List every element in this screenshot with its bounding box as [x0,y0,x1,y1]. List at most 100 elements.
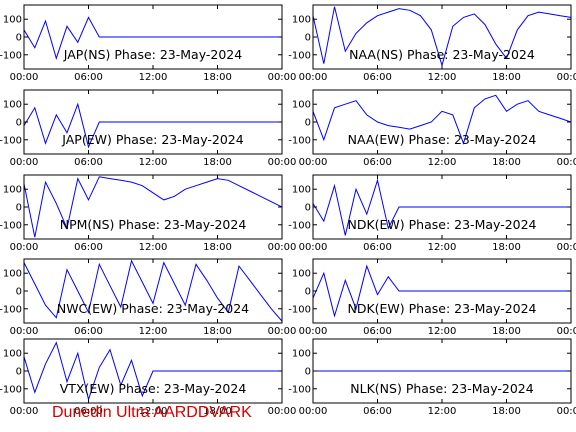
x-tick-label: 06:00 [363,326,392,337]
y-tick-label: 100 [292,269,311,280]
series-line [24,16,282,60]
panel-title: NDK(EW) Phase: 23-May-2024 [347,217,536,232]
series-line [313,94,571,145]
x-tick-label: 18:00 [203,406,232,417]
x-tick-label: 18:00 [492,157,521,168]
panel-title: NLK(NS) Phase: 23-May-2024 [350,381,533,396]
y-tick-label: -100 [288,384,311,395]
series-line [24,259,282,322]
y-tick-label: -100 [0,220,22,231]
y-tick-label: -100 [0,135,22,146]
y-tick-label: -100 [288,50,311,61]
series-line [24,176,282,238]
y-tick-label: 100 [292,15,311,26]
x-tick-label: 12:00 [139,242,168,253]
x-tick-label: 06:00 [74,157,103,168]
chart-panel: 00:00 06:00 12:00 18:00 00:00 100 0 -100 NPM(NS)… [0,174,296,253]
y-tick-label: -100 [0,304,22,315]
y-tick-label: -100 [0,50,22,61]
y-tick-label: -100 [288,220,311,231]
series-line [24,102,282,149]
x-tick-label: 18:00 [492,326,521,337]
panel-title: NAA(EW) Phase: 23-May-2024 [348,132,537,147]
x-tick-label: 12:00 [139,157,168,168]
x-tick-label: 00:00 [299,406,328,417]
x-tick-label: 00:00 [557,242,576,253]
x-tick-label: 06:00 [74,72,103,83]
x-tick-label: 18:00 [492,242,521,253]
x-tick-label: 18:00 [492,72,521,83]
panel-title: VTX(EW) Phase: 23-May-2024 [60,381,247,396]
x-tick-label: 00:00 [299,326,328,337]
y-tick-label: -100 [0,384,22,395]
chart-panel: 00:00 06:00 12:00 18:00 00:00 100 0 -100 VTX(EW)… [0,338,297,417]
x-tick-label: 12:00 [139,326,168,337]
x-tick-label: 18:00 [203,72,232,83]
y-tick-label: -100 [288,135,311,146]
x-tick-label: 00:00 [299,157,328,168]
chart-panel: 00:00 06:00 12:00 18:00 00:00 100 0 -100 NDK(EW)… [288,258,576,337]
x-tick-label: 00:00 [10,72,39,83]
x-tick-label: 00:00 [299,242,328,253]
x-tick-label: 00:00 [268,326,297,337]
x-tick-label: 00:00 [557,72,576,83]
y-tick-label: 100 [292,185,311,196]
x-tick-label: 06:00 [74,326,103,337]
y-tick-label: -100 [288,304,311,315]
chart-panel: 00:00 06:00 12:00 18:00 00:00 100 0 -100 NDK(EW)… [288,174,576,253]
x-tick-label: 12:00 [428,326,457,337]
y-tick-label: 0 [305,287,311,298]
x-tick-label: 06:00 [74,242,103,253]
x-tick-label: 00:00 [10,242,39,253]
x-tick-label: 00:00 [557,406,576,417]
x-tick-label: 00:00 [268,406,297,417]
panel-title: NWC(EW) Phase: 23-May-2024 [57,301,249,316]
panel-title: NPM(NS) Phase: 23-May-2024 [60,217,247,232]
x-tick-label: 06:00 [363,242,392,253]
x-tick-label: 00:00 [10,326,39,337]
x-tick-label: 12:00 [428,72,457,83]
y-tick-label: 0 [305,33,311,44]
panel-title: JAP(NS) Phase: 23-May-2024 [63,47,242,62]
panel-title: NDK(EW) Phase: 23-May-2024 [347,301,536,316]
x-tick-label: 06:00 [363,72,392,83]
x-tick-label: 00:00 [268,72,297,83]
x-tick-label: 18:00 [492,406,521,417]
chart-panel: 00:00 06:00 12:00 18:00 00:00 100 0 -100 NWC(EW)… [0,258,297,337]
y-tick-label: 0 [16,203,22,214]
x-tick-label: 18:00 [203,242,232,253]
panel-title: NAA(NS) Phase: 23-May-2024 [349,47,535,62]
panel-title: JAP(EW) Phase: 23-May-2024 [61,132,243,147]
x-tick-label: 12:00 [428,242,457,253]
y-tick-label: 0 [16,33,22,44]
series-line [24,341,282,402]
x-tick-label: 06:00 [363,406,392,417]
x-tick-label: 12:00 [428,406,457,417]
y-tick-label: 0 [305,118,311,129]
y-tick-label: 0 [305,203,311,214]
chart-panel: 00:00 06:00 12:00 18:00 00:00 100 0 -100 JAP(EW)… [0,89,297,168]
y-tick-label: 100 [3,100,22,111]
x-tick-label: 00:00 [268,157,297,168]
y-tick-label: 100 [3,185,22,196]
y-tick-label: 0 [16,367,22,378]
y-tick-label: 0 [305,367,311,378]
x-tick-label: 00:00 [557,326,576,337]
x-tick-label: 06:00 [74,406,103,417]
x-tick-label: 00:00 [299,72,328,83]
chart-panel: 00:00 06:00 12:00 18:00 00:00 100 0 -100 JAP(NS)… [0,4,297,83]
x-tick-label: 18:00 [203,326,232,337]
y-tick-label: 100 [292,349,311,360]
x-tick-label: 12:00 [139,72,168,83]
x-tick-label: 06:00 [363,157,392,168]
x-tick-label: 12:00 [139,406,168,417]
y-tick-label: 0 [16,118,22,129]
chart-panel: 00:00 06:00 12:00 18:00 00:00 100 0 -100 NLK(NS)… [288,338,576,417]
y-tick-label: 100 [292,100,311,111]
series-line [313,264,571,318]
series-line [313,178,571,236]
x-tick-label: 18:00 [203,157,232,168]
chart-panel: 00:00 06:00 12:00 18:00 00:00 100 0 -100 NAA(EW)… [288,89,576,168]
footer-label: Dunedin Ultra AARDDVARK [52,404,252,421]
